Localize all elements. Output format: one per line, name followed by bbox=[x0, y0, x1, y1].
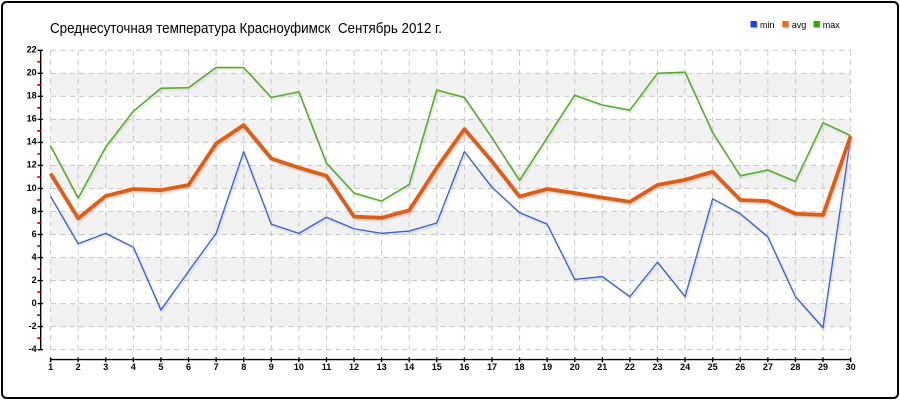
svg-text:25: 25 bbox=[708, 362, 718, 372]
svg-text:14: 14 bbox=[404, 362, 414, 372]
svg-text:9: 9 bbox=[269, 362, 274, 372]
svg-text:1: 1 bbox=[48, 362, 53, 372]
svg-text:-2: -2 bbox=[29, 321, 37, 331]
svg-text:Среднесуточная температура Кра: Среднесуточная температура Красноуфимск … bbox=[50, 20, 442, 37]
svg-text:-4: -4 bbox=[29, 344, 37, 354]
svg-text:3: 3 bbox=[103, 362, 108, 372]
svg-text:22: 22 bbox=[625, 362, 635, 372]
svg-text:28: 28 bbox=[790, 362, 800, 372]
svg-text:17: 17 bbox=[487, 362, 497, 372]
svg-text:4: 4 bbox=[131, 362, 136, 372]
svg-text:22: 22 bbox=[27, 45, 37, 55]
svg-text:29: 29 bbox=[818, 362, 828, 372]
svg-text:21: 21 bbox=[597, 362, 607, 372]
svg-text:max: max bbox=[823, 20, 841, 30]
svg-text:5: 5 bbox=[158, 362, 163, 372]
svg-text:13: 13 bbox=[377, 362, 387, 372]
svg-text:10: 10 bbox=[294, 362, 304, 372]
svg-text:16: 16 bbox=[27, 114, 37, 124]
svg-text:24: 24 bbox=[680, 362, 690, 372]
svg-text:19: 19 bbox=[542, 362, 552, 372]
svg-text:8: 8 bbox=[241, 362, 246, 372]
svg-text:18: 18 bbox=[515, 362, 525, 372]
svg-text:2: 2 bbox=[76, 362, 81, 372]
svg-text:20: 20 bbox=[27, 68, 37, 78]
svg-text:30: 30 bbox=[846, 362, 856, 372]
svg-text:27: 27 bbox=[763, 362, 773, 372]
svg-text:23: 23 bbox=[652, 362, 662, 372]
svg-text:7: 7 bbox=[214, 362, 219, 372]
svg-text:12: 12 bbox=[27, 160, 37, 170]
svg-text:26: 26 bbox=[735, 362, 745, 372]
svg-text:18: 18 bbox=[27, 91, 37, 101]
svg-text:6: 6 bbox=[32, 229, 37, 239]
svg-text:10: 10 bbox=[27, 183, 37, 193]
svg-text:min: min bbox=[760, 20, 775, 30]
svg-text:avg: avg bbox=[792, 20, 807, 30]
svg-text:15: 15 bbox=[432, 362, 442, 372]
svg-text:0: 0 bbox=[32, 298, 37, 308]
svg-text:8: 8 bbox=[32, 206, 37, 216]
svg-text:20: 20 bbox=[570, 362, 580, 372]
svg-text:16: 16 bbox=[459, 362, 469, 372]
svg-text:11: 11 bbox=[322, 362, 332, 372]
svg-text:4: 4 bbox=[32, 252, 37, 262]
svg-text:12: 12 bbox=[349, 362, 359, 372]
svg-text:6: 6 bbox=[186, 362, 191, 372]
svg-text:2: 2 bbox=[32, 275, 37, 285]
svg-text:14: 14 bbox=[27, 137, 37, 147]
